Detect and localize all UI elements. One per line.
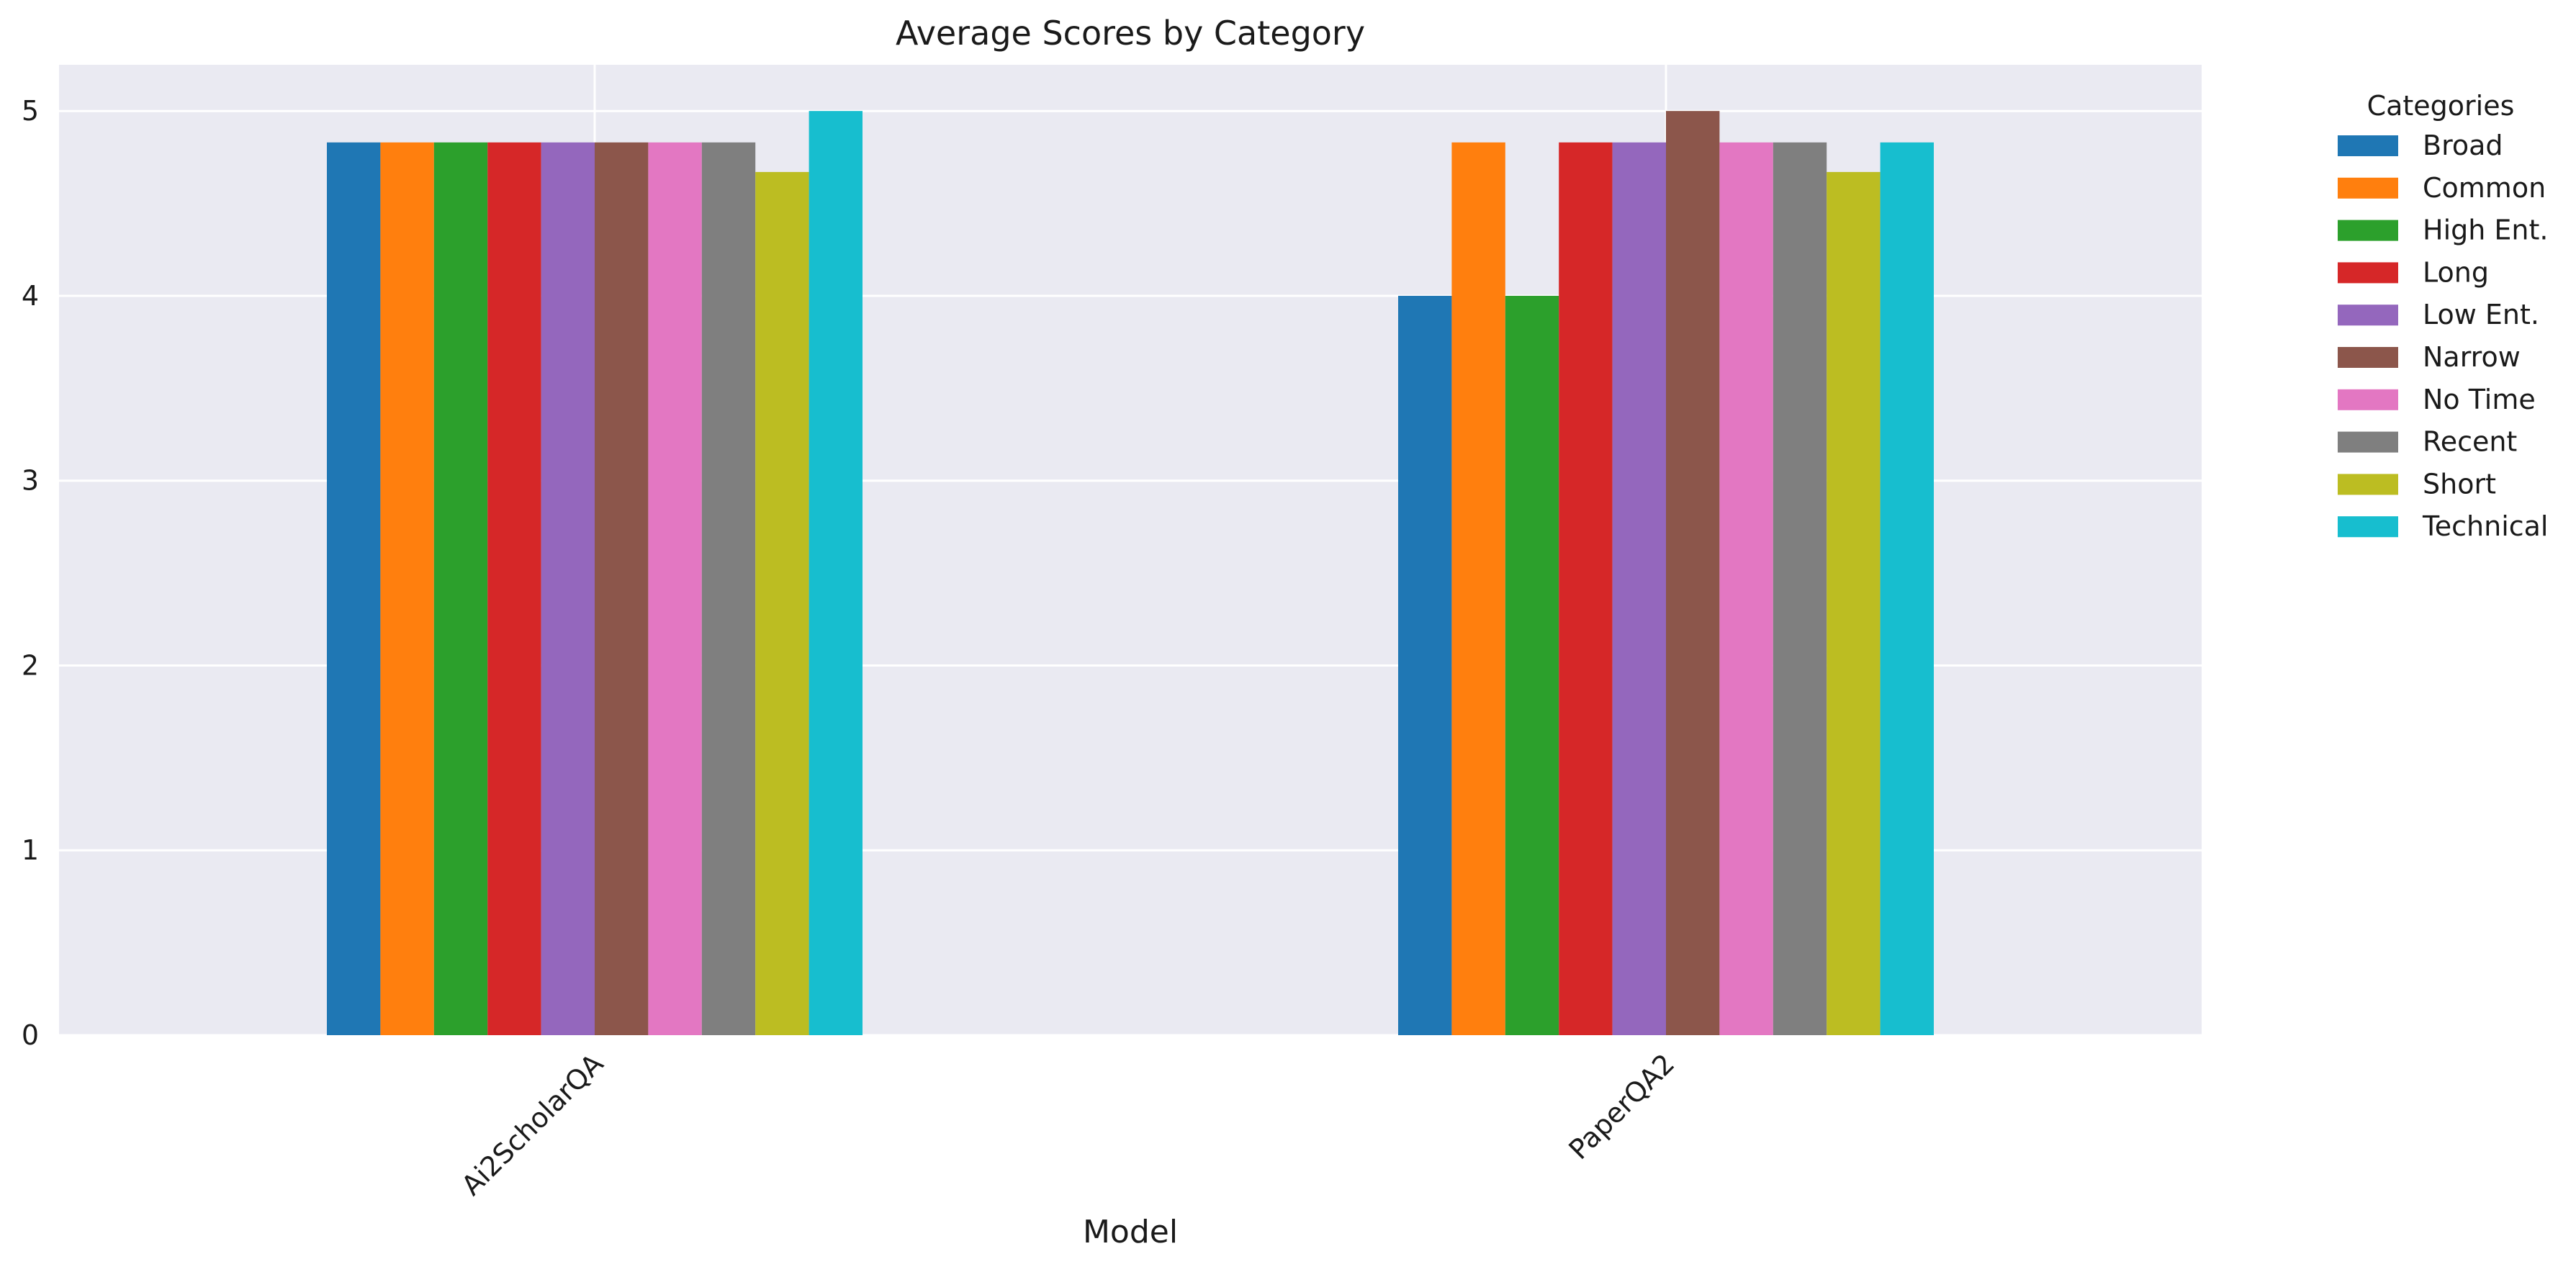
legend-label: Narrow [2423, 341, 2521, 373]
legend-swatch [2338, 305, 2398, 326]
y-tick-label: 5 [22, 95, 39, 127]
bar-common-paperqa2 [1451, 142, 1505, 1036]
bar-recent-paperqa2 [1773, 142, 1827, 1036]
y-tick-label: 3 [22, 465, 39, 497]
bar-low-ent-ai2scholarqa [541, 142, 595, 1036]
legend-swatch [2338, 474, 2398, 495]
legend-label: Short [2423, 468, 2496, 500]
x-axis-label: Model [1083, 1214, 1178, 1250]
y-tick-label: 4 [22, 280, 39, 312]
legend-label: No Time [2423, 384, 2536, 415]
legend: Categories Broad Common High Ent. Long Low E… [2338, 90, 2549, 542]
bar-no-time-ai2scholarqa [648, 142, 702, 1036]
legend-swatch [2338, 516, 2398, 538]
y-tick-label: 1 [22, 834, 39, 866]
legend-swatch [2338, 135, 2398, 156]
chart-title: Average Scores by Category [896, 14, 1365, 53]
bar-high-ent-ai2scholarqa [433, 142, 488, 1036]
bar-long-paperqa2 [1559, 142, 1613, 1036]
bar-narrow-ai2scholarqa [595, 142, 649, 1036]
legend-label: High Ent. [2423, 215, 2549, 246]
legend-swatch [2338, 220, 2398, 241]
legend-label: Low Ent. [2423, 299, 2539, 330]
bar-common-ai2scholarqa [380, 142, 434, 1036]
bar-broad-ai2scholarqa [327, 142, 381, 1036]
y-tick-label: 0 [22, 1019, 39, 1051]
bar-technical-paperqa2 [1880, 142, 1934, 1036]
legend-swatch [2338, 389, 2398, 410]
bar-short-ai2scholarqa [755, 171, 809, 1036]
legend-swatch [2338, 431, 2398, 453]
bar-narrow-paperqa2 [1666, 111, 1720, 1036]
bar-low-ent-paperqa2 [1612, 142, 1666, 1036]
bar-broad-paperqa2 [1398, 295, 1452, 1035]
legend-label: Long [2423, 256, 2489, 288]
bar-short-paperqa2 [1827, 171, 1881, 1036]
y-tick-labels: 0 1 2 3 4 5 [22, 95, 39, 1051]
bar-technical-ai2scholarqa [809, 111, 863, 1036]
legend-swatch [2338, 177, 2398, 199]
bar-recent-ai2scholarqa [701, 142, 756, 1036]
bars-group [327, 111, 1934, 1036]
legend-title: Categories [2367, 90, 2515, 122]
legend-swatch [2338, 262, 2398, 284]
y-tick-label: 2 [22, 649, 39, 681]
legend-label: Broad [2423, 130, 2503, 161]
bar-long-ai2scholarqa [487, 142, 541, 1036]
legend-swatch [2338, 347, 2398, 368]
legend-label: Recent [2423, 426, 2517, 458]
bar-no-time-paperqa2 [1719, 142, 1773, 1036]
bar-high-ent-paperqa2 [1505, 295, 1559, 1035]
legend-label: Common [2423, 172, 2546, 204]
legend-label: Technical [2422, 510, 2549, 542]
